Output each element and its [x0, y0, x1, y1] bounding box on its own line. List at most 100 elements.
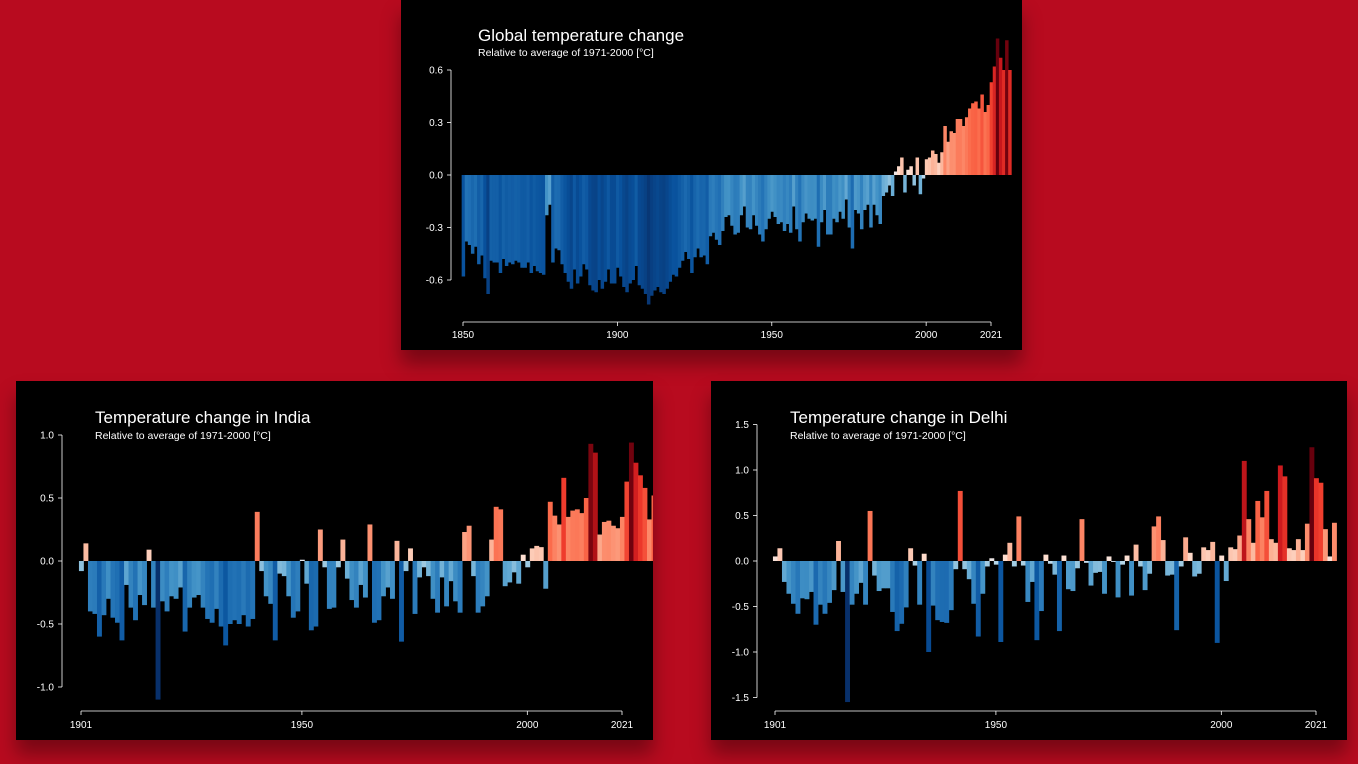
- global-bar-1939: [736, 175, 740, 233]
- india-bar-1989: [475, 561, 481, 613]
- india-y-tick-label: -0.5: [37, 620, 55, 631]
- india-x-tick-label: 1950: [291, 720, 314, 731]
- delhi-bar-2006: [1246, 519, 1252, 561]
- global-bar-1902: [622, 175, 626, 287]
- delhi-bar-2021: [1313, 478, 1319, 561]
- global-bar-1945: [754, 175, 759, 226]
- india-bar-1930: [209, 561, 215, 623]
- delhi-bar-1975: [1106, 556, 1112, 561]
- india-bar-1999: [520, 554, 526, 561]
- global-bar-1933: [717, 175, 722, 245]
- delhi-bar-1968: [1075, 561, 1080, 569]
- delhi-bar-1927: [890, 561, 896, 612]
- global-bar-1876: [541, 175, 546, 275]
- delhi-bar-2016: [1291, 550, 1297, 561]
- india-bar-1912: [128, 561, 134, 608]
- global-bar-1851: [464, 175, 469, 242]
- india-bar-2008: [561, 477, 567, 561]
- global-chart-panel: 0.6 0.3 0.0 -0.3 -0.6 1850 1900 1950 2000 2021 Gl…: [401, 0, 1022, 350]
- global-bar-1926: [696, 175, 700, 249]
- india-bar-1901: [78, 561, 84, 572]
- india-bar-1980: [435, 561, 441, 613]
- delhi-bar-2001: [1223, 561, 1229, 582]
- india-bar-1938: [245, 561, 251, 627]
- global-y-tick-label: -0.6: [426, 276, 444, 287]
- delhi-bar-1972: [1093, 561, 1098, 573]
- delhi-bar-1981: [1133, 544, 1139, 561]
- delhi-bar-1931: [908, 548, 914, 561]
- india-bar-2000: [525, 561, 531, 568]
- global-y-tick-label: 0.6: [429, 66, 443, 77]
- india-bar-1927: [196, 561, 202, 596]
- india-bar-2017: [601, 521, 607, 561]
- delhi-y-tick-label: 0.5: [735, 511, 749, 522]
- global-bar-1990: [893, 171, 898, 175]
- india-bar-1931: [214, 561, 220, 609]
- delhi-bar-2015: [1286, 548, 1292, 561]
- delhi-bar-1997: [1205, 550, 1211, 561]
- global-bar-1907: [637, 175, 642, 286]
- delhi-chart-panel: 1.5 1.0 0.5 0.0 -0.5 -1.0 -1.5 1901 1950 2000 2021…: [711, 381, 1347, 740]
- delhi-bar-1925: [881, 561, 887, 589]
- delhi-bar-1924: [876, 561, 882, 592]
- global-bar-1874: [535, 175, 540, 272]
- india-bar-1917: [151, 561, 156, 608]
- global-bar-1925: [693, 175, 697, 258]
- global-bar-1931: [711, 175, 716, 233]
- india-bar-2013: [583, 498, 589, 561]
- delhi-bar-1946: [975, 561, 981, 637]
- global-x-tick-label: 1900: [606, 330, 629, 341]
- delhi-bar-1902: [777, 548, 783, 561]
- india-bar-1982: [444, 561, 450, 607]
- global-bar-1984: [875, 175, 879, 216]
- india-bar-1941: [259, 561, 265, 572]
- delhi-bar-1951: [998, 561, 1004, 642]
- india-bar-1985: [457, 561, 463, 613]
- global-x-tick-label: 2000: [915, 330, 938, 341]
- global-bar-1930: [708, 175, 713, 237]
- global-bar-2011: [958, 119, 963, 175]
- india-bar-1911: [124, 561, 129, 585]
- delhi-bar-1938: [939, 561, 945, 622]
- global-bar-1983: [872, 175, 876, 205]
- delhi-bar-1929: [899, 561, 905, 624]
- delhi-y-tick-label: 1.5: [735, 420, 749, 431]
- india-bar-1924: [182, 561, 188, 632]
- delhi-bar-2000: [1219, 555, 1225, 561]
- global-bar-2016: [974, 101, 978, 175]
- global-bar-1999: [921, 175, 926, 179]
- global-bar-1957: [792, 175, 796, 207]
- global-bar-2004: [937, 162, 941, 175]
- global-bar-1867: [514, 175, 518, 261]
- delhi-bar-2018: [1300, 550, 1306, 561]
- global-bar-1896: [603, 175, 608, 282]
- india-bar-1946: [281, 561, 287, 577]
- india-bar-1952: [308, 561, 314, 631]
- delhi-bar-2013: [1277, 465, 1283, 561]
- india-bar-2003: [538, 547, 544, 561]
- delhi-bar-2019: [1304, 523, 1310, 561]
- global-bar-1929: [705, 175, 710, 265]
- india-bar-1951: [304, 561, 310, 584]
- delhi-chart-svg: 1.5 1.0 0.5 0.0 -0.5 -1.0 -1.5 1901 1950 2000 2021: [732, 420, 1337, 731]
- global-bar-1995: [909, 166, 913, 175]
- global-bar-1865: [507, 175, 512, 263]
- delhi-bar-1940: [948, 561, 954, 611]
- global-bar-1914: [659, 175, 663, 293]
- india-bar-1915: [142, 561, 147, 606]
- india-bar-1981: [439, 561, 445, 578]
- global-bar-2010: [955, 119, 960, 175]
- global-bar-1953: [779, 175, 784, 223]
- india-bar-1964: [362, 561, 368, 598]
- global-bar-2020: [986, 105, 991, 175]
- india-y-tick-label: 1.0: [40, 431, 54, 442]
- global-bar-1895: [600, 175, 605, 289]
- global-bar-1860: [492, 175, 497, 263]
- global-bar-1919: [674, 175, 679, 277]
- delhi-bar-1954: [1011, 561, 1017, 567]
- delhi-bar-1906: [795, 561, 801, 614]
- delhi-bar-1918: [849, 561, 855, 605]
- india-bar-1957: [331, 561, 337, 608]
- delhi-bar-1941: [953, 561, 959, 570]
- india-bar-1929: [205, 561, 211, 619]
